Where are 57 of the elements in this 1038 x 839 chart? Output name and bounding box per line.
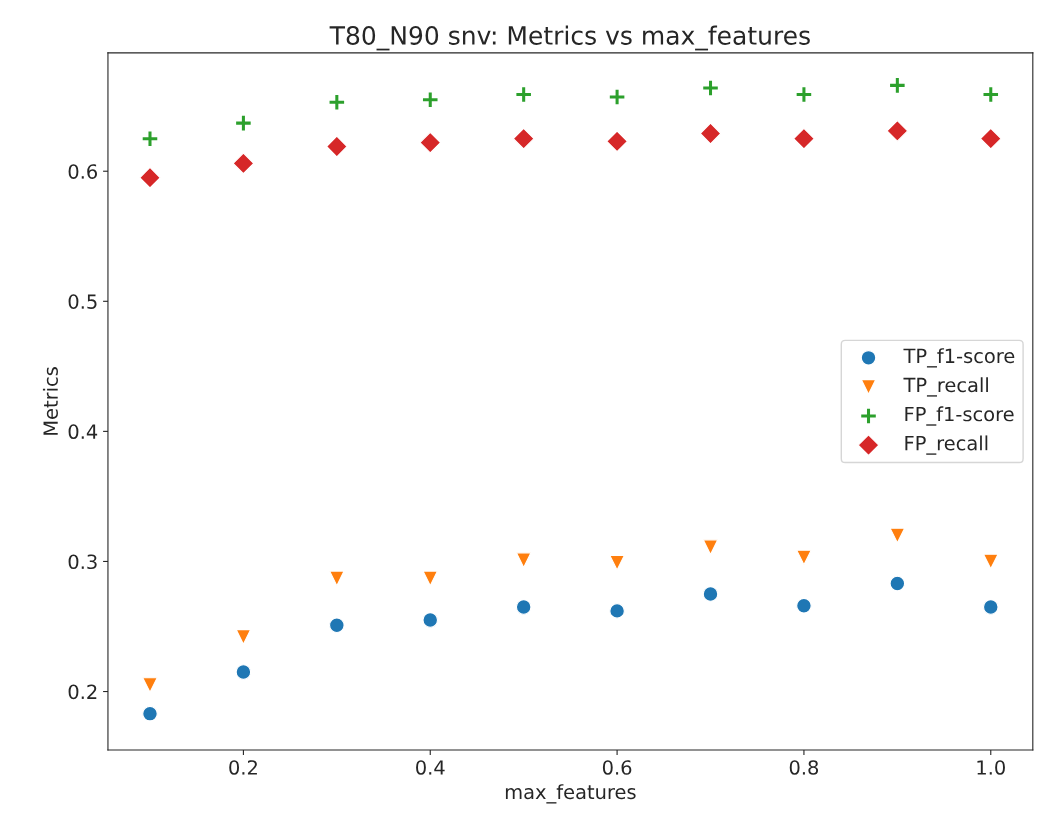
point — [886, 120, 909, 142]
x-tick-label: 1.0 — [977, 760, 1005, 775]
legend-label: FP_recall — [905, 435, 988, 455]
point — [609, 554, 625, 571]
y-tick-label: 0.6 — [68, 164, 98, 179]
point — [325, 135, 348, 158]
x-axis-title: max_features — [505, 784, 636, 804]
point — [514, 85, 533, 104]
point — [982, 599, 999, 615]
legend-label: TP_recall — [903, 377, 988, 397]
point — [796, 597, 812, 614]
point — [328, 93, 346, 112]
chart-title: T80_N90 snv: Metrics vs max_features — [329, 25, 810, 51]
point — [512, 127, 535, 150]
point — [141, 129, 159, 148]
point — [232, 152, 255, 175]
point — [328, 570, 345, 587]
point — [889, 575, 906, 592]
x-tick-label: 0.8 — [789, 760, 819, 775]
y-tick-label: 0.2 — [68, 684, 97, 700]
point — [235, 629, 252, 645]
point — [515, 599, 532, 615]
point — [795, 85, 813, 104]
point — [421, 90, 440, 109]
point — [142, 677, 158, 693]
point — [699, 122, 722, 145]
legend-label: TP_f1-score — [903, 348, 1015, 368]
legend-label: FP_f1-score — [905, 406, 1014, 426]
y-tick-label: 0.5 — [68, 294, 97, 309]
point — [142, 705, 158, 722]
point — [889, 527, 906, 544]
y-tick-label: 0.3 — [68, 554, 97, 570]
point — [702, 586, 719, 602]
point — [422, 570, 439, 587]
point — [235, 664, 252, 680]
point — [888, 76, 907, 95]
x-tick-label: 0.4 — [416, 760, 445, 775]
point — [419, 131, 442, 154]
point — [796, 549, 812, 566]
point — [328, 617, 345, 634]
x-tick-label: 0.2 — [229, 760, 257, 775]
point — [702, 539, 719, 556]
point — [609, 603, 625, 619]
point — [234, 114, 253, 132]
y-axis-title: Metrics — [42, 367, 58, 435]
point — [982, 553, 999, 570]
point — [139, 166, 161, 189]
y-tick-label: 0.4 — [68, 424, 98, 440]
point — [422, 612, 439, 628]
point — [608, 88, 626, 106]
point — [701, 79, 720, 97]
point — [793, 127, 815, 150]
point — [606, 130, 628, 153]
point — [981, 85, 1000, 104]
point — [979, 127, 1002, 150]
x-tick-label: 0.6 — [602, 760, 632, 775]
point — [515, 552, 532, 569]
